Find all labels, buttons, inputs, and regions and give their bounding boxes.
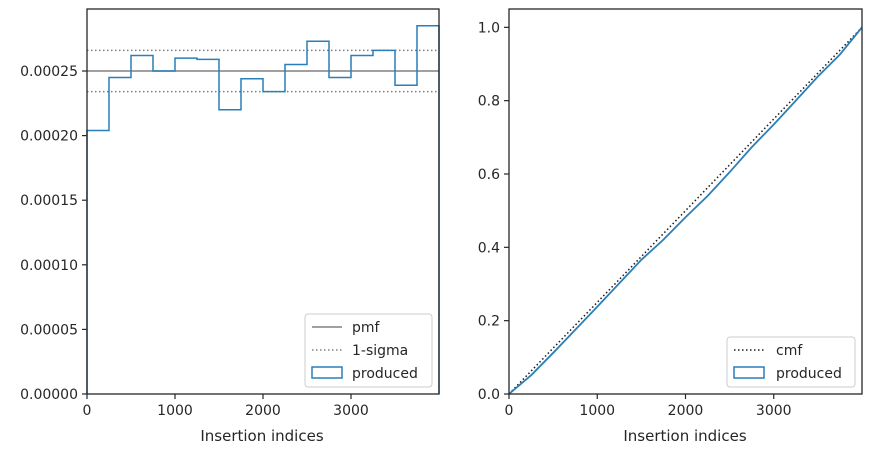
y-tick-label: 0.00010 [20, 258, 78, 274]
x-tick-label: 3000 [333, 403, 369, 419]
legend-sigma-label: 1-sigma [352, 343, 408, 359]
produced-cumulative [508, 26, 863, 395]
legend-produced-label: produced [352, 366, 418, 382]
y-tick-label: 0.00025 [20, 64, 78, 80]
y-tick-label: 0.8 [478, 94, 500, 110]
x-tick-label: 0 [505, 403, 514, 419]
y-tick-label: 1.0 [478, 20, 500, 36]
y-tick-label: 0.00005 [20, 322, 78, 338]
legend-pmf-label: pmf [352, 320, 381, 336]
axes-frame [86, 8, 440, 395]
legend-produced-patch [311, 366, 343, 379]
x-tick-label: 0 [83, 403, 92, 419]
x-tick-label: 2000 [245, 403, 281, 419]
legend-produced-patch [733, 366, 765, 379]
y-tick-label: 0.4 [478, 240, 500, 256]
y-tick-label: 0.0 [478, 387, 500, 403]
cumulative-panel: 0 1000 2000 3000 0.0 0.2 0.4 0.6 0.8 1.0 [478, 8, 863, 419]
right-x-axis-label: Insertion indices [623, 427, 746, 445]
y-tick-label: 0.6 [478, 167, 500, 183]
axes-frame [508, 8, 863, 395]
produced-histogram [86, 25, 440, 394]
cumulative-legend: cmf produced [726, 336, 856, 388]
y-tick-label: 0.00015 [20, 193, 78, 209]
left-x-axis-label: Insertion indices [200, 427, 323, 445]
y-tick-label: 0.2 [478, 314, 500, 330]
x-tick-label: 1000 [579, 403, 615, 419]
cmf-line [508, 26, 863, 395]
legend-cmf-label: cmf [776, 343, 803, 359]
x-tick-label: 2000 [668, 403, 704, 419]
legend-produced-label: produced [776, 366, 842, 382]
y-tick-label: 0.00020 [20, 129, 78, 145]
x-tick-label: 3000 [756, 403, 792, 419]
x-tick-label: 1000 [157, 403, 193, 419]
histogram-legend: pmf 1-sigma produced [304, 313, 433, 388]
y-tick-label: 0.00000 [20, 387, 78, 403]
histogram-panel: 0 1000 2000 3000 0.00000 0.00005 0.00010 0.0001… [20, 8, 440, 419]
